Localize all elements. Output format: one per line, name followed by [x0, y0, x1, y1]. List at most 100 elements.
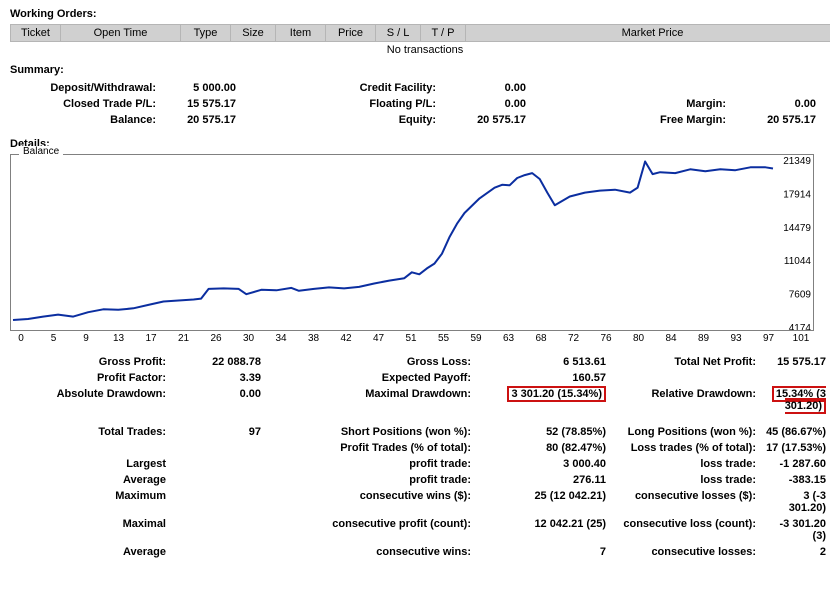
- detail-value: [170, 516, 265, 544]
- summary-value: 20 575.17: [730, 112, 820, 128]
- detail-label: Profit Trades (% of total):: [265, 440, 475, 456]
- x-tick: 17: [140, 333, 162, 344]
- x-tick: 89: [693, 333, 715, 344]
- spacer-cell: [530, 112, 620, 128]
- summary-value: 15 575.17: [160, 96, 240, 112]
- orders-col-header: T / P: [421, 25, 466, 42]
- x-tick: 30: [238, 333, 260, 344]
- detail-label: Total Trades:: [10, 424, 170, 440]
- x-tick: 47: [368, 333, 390, 344]
- orders-col-header: Type: [181, 25, 231, 42]
- details-title: Details:: [10, 138, 830, 150]
- detail-label: consecutive losses ($):: [610, 488, 760, 516]
- x-tick: 59: [465, 333, 487, 344]
- x-tick: 101: [790, 333, 812, 344]
- working-orders-title: Working Orders:: [10, 8, 830, 20]
- orders-col-header: Ticket: [11, 25, 61, 42]
- summary-value: 20 575.17: [160, 112, 240, 128]
- summary-label: Deposit/Withdrawal:: [10, 80, 160, 96]
- summary-value: 0.00: [440, 80, 530, 96]
- detail-value: 7: [475, 544, 610, 560]
- detail-value: [170, 440, 265, 456]
- detail-value: 3 301.20 (15.34%): [475, 386, 610, 414]
- detail-value: 17 (17.53%): [760, 440, 830, 456]
- detail-value: [170, 456, 265, 472]
- detail-label: Maximal Drawdown:: [265, 386, 475, 414]
- detail-value: -383.15: [760, 472, 830, 488]
- detail-label: Absolute Drawdown:: [10, 386, 170, 414]
- detail-label: Long Positions (won %):: [610, 424, 760, 440]
- spacer-cell: [530, 80, 620, 96]
- summary-value: 20 575.17: [440, 112, 530, 128]
- detail-value: 45 (86.67%): [760, 424, 830, 440]
- svg-text:11044: 11044: [784, 256, 812, 267]
- detail-label: profit trade:: [265, 472, 475, 488]
- x-tick: 0: [10, 333, 32, 344]
- detail-value: 15.34% (3 301.20): [760, 386, 830, 414]
- detail-value: 22 088.78: [170, 354, 265, 370]
- detail-label: Relative Drawdown:: [610, 386, 760, 414]
- detail-value: 15 575.17: [760, 354, 830, 370]
- svg-text:17914: 17914: [783, 189, 811, 200]
- detail-value: [170, 472, 265, 488]
- x-tick: 72: [563, 333, 585, 344]
- balance-chart: Balance 4174760911044144791791421349: [10, 154, 814, 331]
- x-tick: 13: [108, 333, 130, 344]
- detail-value: 52 (78.85%): [475, 424, 610, 440]
- summary-label: Credit Facility:: [300, 80, 440, 96]
- spacer-cell: [240, 96, 300, 112]
- detail-value: 160.57: [475, 370, 610, 386]
- x-tick: 21: [173, 333, 195, 344]
- spacer-cell: [240, 112, 300, 128]
- detail-label: Average: [10, 472, 170, 488]
- detail-label: consecutive losses:: [610, 544, 760, 560]
- detail-value: [170, 544, 265, 560]
- summary-label: Free Margin:: [620, 112, 730, 128]
- details-grid: Gross Profit:22 088.78Gross Loss:6 513.6…: [10, 354, 830, 560]
- detail-value: [760, 370, 830, 386]
- detail-value: 0.00: [170, 386, 265, 414]
- detail-label: consecutive wins ($):: [265, 488, 475, 516]
- detail-value: 6 513.61: [475, 354, 610, 370]
- detail-value: 276.11: [475, 472, 610, 488]
- x-tick: 63: [498, 333, 520, 344]
- detail-value: 12 042.21 (25): [475, 516, 610, 544]
- orders-col-header: Open Time: [61, 25, 181, 42]
- detail-label: Profit Factor:: [10, 370, 170, 386]
- x-tick: 5: [43, 333, 65, 344]
- detail-value: 2: [760, 544, 830, 560]
- detail-label: Total Net Profit:: [610, 354, 760, 370]
- detail-value: 97: [170, 424, 265, 440]
- x-tick: 55: [433, 333, 455, 344]
- spacer-cell: [530, 96, 620, 112]
- summary-label: Floating P/L:: [300, 96, 440, 112]
- detail-label: [610, 370, 760, 386]
- detail-label: loss trade:: [610, 472, 760, 488]
- orders-col-header: S / L: [376, 25, 421, 42]
- summary-title: Summary:: [10, 64, 830, 76]
- orders-col-header: Size: [231, 25, 276, 42]
- summary-label: [620, 80, 730, 96]
- detail-label: Short Positions (won %):: [265, 424, 475, 440]
- detail-value: -1 287.60: [760, 456, 830, 472]
- summary-value: 0.00: [440, 96, 530, 112]
- x-tick: 76: [595, 333, 617, 344]
- summary-value: [730, 80, 820, 96]
- detail-label: Maximum: [10, 488, 170, 516]
- x-tick: 84: [660, 333, 682, 344]
- spacer-cell: [240, 80, 300, 96]
- no-transactions: No transactions: [10, 42, 830, 62]
- detail-label: Loss trades (% of total):: [610, 440, 760, 456]
- x-tick: 26: [205, 333, 227, 344]
- orders-col-header: Market Price: [466, 25, 830, 42]
- svg-text:14479: 14479: [783, 223, 811, 234]
- chart-svg: 4174760911044144791791421349: [11, 155, 813, 330]
- summary-value: 0.00: [730, 96, 820, 112]
- detail-label: Expected Payoff:: [265, 370, 475, 386]
- orders-col-header: Item: [276, 25, 326, 42]
- summary-label: Closed Trade P/L:: [10, 96, 160, 112]
- summary-label: Margin:: [620, 96, 730, 112]
- detail-value: 3 (-3 301.20): [760, 488, 830, 516]
- chart-caption: Balance: [19, 146, 63, 157]
- x-tick: 42: [335, 333, 357, 344]
